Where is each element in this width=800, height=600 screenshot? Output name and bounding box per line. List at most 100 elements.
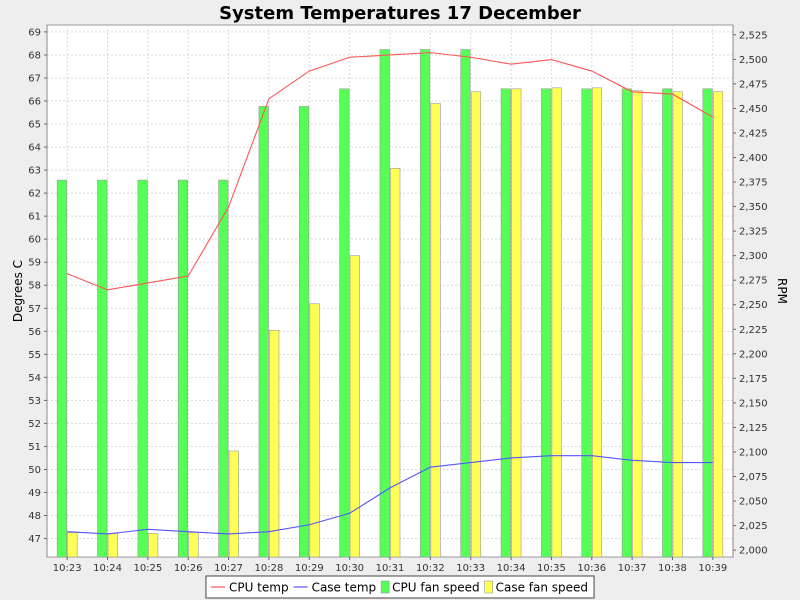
bar xyxy=(470,91,482,558)
x-tick-label: 10:29 xyxy=(295,563,324,574)
right-tick-label: 2,525 xyxy=(739,30,768,41)
right-tick-label: 2,175 xyxy=(739,374,768,385)
bar xyxy=(218,179,229,558)
right-tick-label: 2,200 xyxy=(739,349,768,360)
right-tick-label: 2,475 xyxy=(739,79,768,90)
left-tick-label: 54 xyxy=(28,373,41,384)
bar xyxy=(339,88,350,558)
bar xyxy=(107,533,118,558)
right-tick-label: 2,050 xyxy=(739,497,768,508)
bar xyxy=(228,450,239,558)
bar xyxy=(713,91,724,558)
left-tick-label: 56 xyxy=(28,327,41,338)
line-layer xyxy=(66,52,714,535)
bar xyxy=(500,88,511,558)
x-tick-label: 10:32 xyxy=(416,563,445,574)
x-tick-label: 10:33 xyxy=(456,563,485,574)
bar xyxy=(349,255,360,558)
left-tick-label: 53 xyxy=(28,396,41,407)
left-tick-label: 60 xyxy=(28,235,41,246)
bar xyxy=(511,88,522,558)
right-tick-label: 2,000 xyxy=(739,546,768,557)
left-tick-label: 65 xyxy=(28,120,41,131)
x-tick-label: 10:25 xyxy=(133,563,162,574)
bar xyxy=(269,329,280,558)
right-tick-label: 2,025 xyxy=(739,521,768,532)
x-tick-label: 10:30 xyxy=(335,563,364,574)
left-tick-label: 57 xyxy=(28,304,41,315)
left-tick-label: 47 xyxy=(28,534,41,545)
bar xyxy=(97,179,108,558)
legend-swatch-box xyxy=(380,580,390,594)
legend-label: CPU temp xyxy=(229,581,289,595)
bar xyxy=(309,303,320,558)
left-tick-label: 48 xyxy=(28,511,41,522)
left-tick-label: 55 xyxy=(28,350,41,361)
bar xyxy=(541,88,552,558)
right-tick-label: 2,325 xyxy=(739,227,768,238)
legend-label: Case fan speed xyxy=(496,581,588,595)
right-tick-label: 2,250 xyxy=(739,300,768,311)
right-tick-label: 2,275 xyxy=(739,276,768,287)
bar xyxy=(56,179,67,558)
left-tick-label: 68 xyxy=(28,50,41,61)
right-tick-label: 2,400 xyxy=(739,153,768,164)
right-tick-label: 2,375 xyxy=(739,178,768,189)
left-tick-label: 61 xyxy=(28,212,41,223)
right-tick-label: 2,150 xyxy=(739,398,768,409)
left-tick-label: 66 xyxy=(28,97,41,108)
left-axis: 47 48 49 50 51 52 53 54 55 56 57 58 59 60 61 62 63 64 65 66… xyxy=(28,25,48,557)
legend-box xyxy=(205,575,595,599)
bar xyxy=(430,103,441,558)
right-tick-label: 2,300 xyxy=(739,251,768,262)
x-tick-label: 10:37 xyxy=(618,563,647,574)
chart-title: System Temperatures 17 December xyxy=(219,3,581,24)
bar xyxy=(137,179,148,558)
x-tick-label: 10:28 xyxy=(255,563,284,574)
left-tick-label: 67 xyxy=(28,73,41,84)
left-tick-label: 64 xyxy=(28,143,41,154)
grid xyxy=(47,25,733,557)
legend-swatch-box xyxy=(484,580,493,594)
right-tick-label: 2,450 xyxy=(739,104,768,115)
bar xyxy=(390,168,401,558)
bar xyxy=(662,88,673,558)
bar xyxy=(551,87,562,558)
series-line xyxy=(67,455,713,535)
left-tick-label: 52 xyxy=(28,419,41,430)
bar xyxy=(581,88,592,558)
left-tick-label: 51 xyxy=(28,442,41,453)
x-tick-label: 10:38 xyxy=(658,563,687,574)
left-tick-label: 50 xyxy=(28,465,41,476)
left-tick-label: 59 xyxy=(28,258,41,269)
right-tick-label: 2,225 xyxy=(739,325,768,336)
right-axis-label: RPM xyxy=(775,278,789,304)
x-tick-label: 10:23 xyxy=(53,563,82,574)
x-tick-label: 10:36 xyxy=(577,563,606,574)
bar xyxy=(188,532,199,558)
bar xyxy=(258,106,269,558)
left-axis-label: Degrees C xyxy=(11,260,25,322)
bar-layer xyxy=(56,49,724,558)
left-tick-label: 62 xyxy=(28,189,41,200)
bar xyxy=(672,91,683,558)
series-line xyxy=(66,52,714,291)
left-tick-label: 49 xyxy=(28,488,41,499)
bar xyxy=(621,88,632,558)
x-tick-label: 10:34 xyxy=(497,563,526,574)
legend: CPU temp Case temp CPU fan speed Case fan s… xyxy=(205,575,595,599)
right-tick-label: 2,500 xyxy=(739,55,768,66)
bar xyxy=(298,106,310,558)
x-tick-label: 10:26 xyxy=(174,563,203,574)
right-tick-label: 2,075 xyxy=(739,472,768,483)
x-tick-label: 10:39 xyxy=(698,563,727,574)
left-tick-label: 69 xyxy=(28,27,41,38)
bar xyxy=(702,88,713,558)
left-tick-label: 58 xyxy=(28,281,41,292)
right-tick-label: 2,125 xyxy=(739,423,768,434)
legend-label: Case temp xyxy=(312,581,377,595)
left-tick-label: 63 xyxy=(28,166,41,177)
bar xyxy=(148,533,159,558)
